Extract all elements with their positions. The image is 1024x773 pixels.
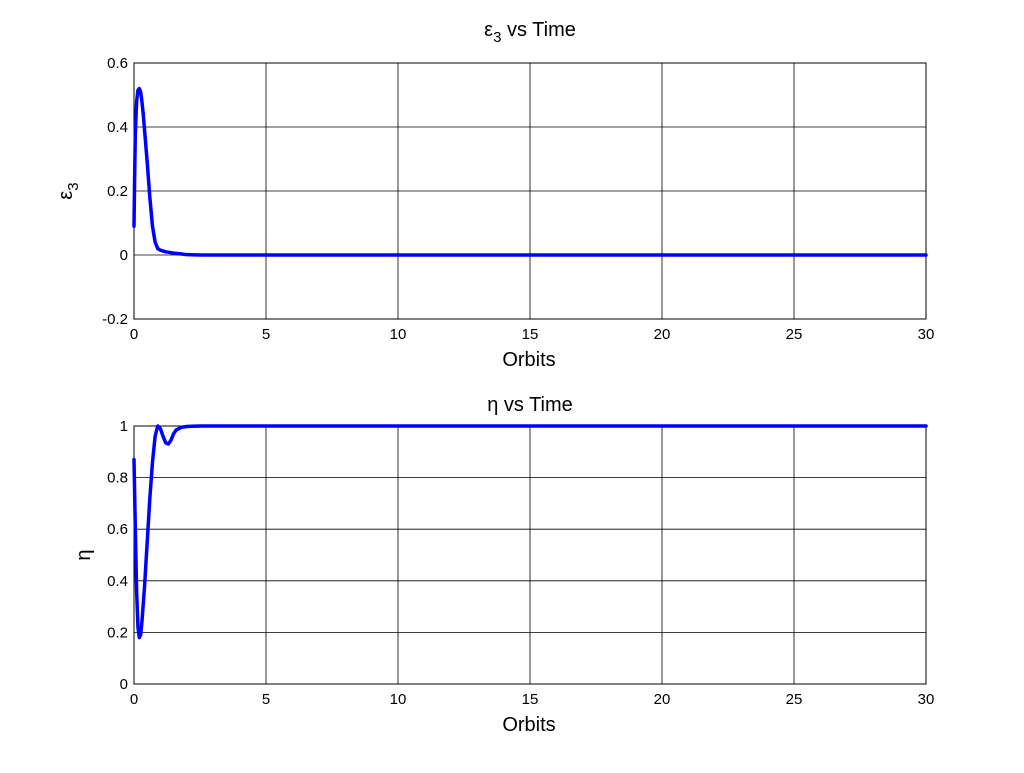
y-axis-title-bottom: η <box>73 549 95 560</box>
x-tick-label: 25 <box>786 326 803 343</box>
y-tick-label: 0.6 <box>107 521 128 538</box>
x-tick-label: 10 <box>390 326 407 343</box>
chart-epsilon3: ε3 vs Time 0 5 10 15 20 25 30-0.200.20.40.6 Or… <box>55 19 934 371</box>
x-axis-title-top: Orbits <box>502 349 555 371</box>
tick-labels-bottom: 0 5 10 15 20 25 30 0 0.2 0.4 0.6 0.8 1 <box>107 418 934 708</box>
y-tick-label: 0 <box>120 676 128 693</box>
series-top <box>132 86 928 257</box>
x-tick-label: 15 <box>522 691 539 708</box>
x-tick-label: 20 <box>654 326 671 343</box>
y-tick-label: 1 <box>120 418 128 435</box>
x-tick-label: 5 <box>262 691 270 708</box>
x-axis-title-bottom: Orbits <box>502 714 555 736</box>
y-tick-label: 0.2 <box>107 624 128 641</box>
x-tick-label: 25 <box>786 691 803 708</box>
x-tick-label: 30 <box>918 691 935 708</box>
chart-eta: η vs Time 0 5 10 15 20 25 30 0 0.2 0.4 0.6 0.8 1 Orb… <box>73 394 934 736</box>
chart-title-epsilon3: ε3 vs Time <box>484 19 576 46</box>
x-tick-label: 20 <box>654 691 671 708</box>
x-tick-label: 5 <box>262 326 270 343</box>
y-tick-label: 0.6 <box>107 55 128 72</box>
y-tick-label: 0.4 <box>107 573 128 590</box>
grid-bottom <box>134 426 926 684</box>
y-tick-label: 0.2 <box>107 183 128 200</box>
x-tick-label: 10 <box>390 691 407 708</box>
x-tick-label: 30 <box>918 326 935 343</box>
x-tick-label: 0 <box>130 691 138 708</box>
y-tick-label: -0.2 <box>102 311 128 328</box>
x-tick-label: 15 <box>522 326 539 343</box>
tick-labels-top: 0 5 10 15 20 25 30-0.200.20.40.6 <box>102 55 934 343</box>
x-tick-label: 0 <box>130 326 138 343</box>
series-line <box>132 424 928 640</box>
y-tick-label: 0.8 <box>107 470 128 487</box>
series-line <box>132 86 928 257</box>
y-axis-title-top: ε3 <box>55 182 82 199</box>
y-tick-label: 0 <box>120 247 128 264</box>
series-bottom <box>132 424 928 640</box>
y-tick-label: 0.4 <box>107 119 128 136</box>
chart-title-eta: η vs Time <box>487 394 573 416</box>
